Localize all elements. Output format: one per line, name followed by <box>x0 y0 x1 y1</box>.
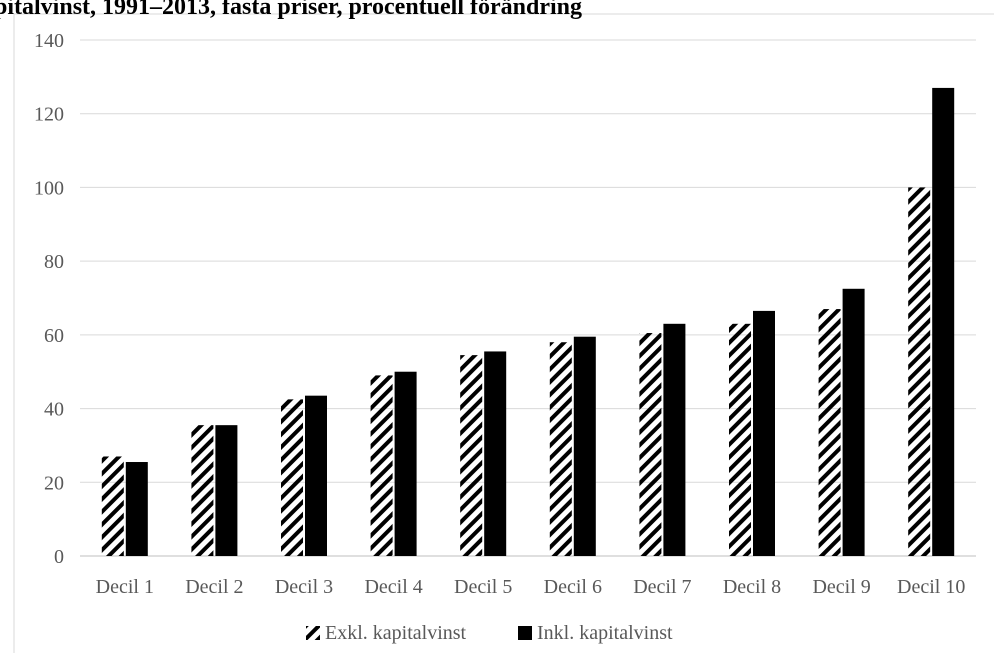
x-tick-label: Decil 10 <box>897 576 965 598</box>
chart-title: pitalvinst, 1991–2013, fasta priser, pro… <box>0 0 582 20</box>
y-tick-label: 20 <box>44 472 64 494</box>
x-tick-label: Decil 9 <box>812 576 870 598</box>
x-tick-label: Decil 2 <box>185 576 243 598</box>
bar-inkl-kapitalvinst <box>842 288 865 556</box>
y-tick-label: 40 <box>44 399 64 421</box>
y-tick-label: 0 <box>54 546 64 568</box>
y-tick-label: 60 <box>44 325 64 347</box>
bar-inkl-kapitalvinst <box>932 87 955 557</box>
bar-inkl-kapitalvinst <box>573 336 596 556</box>
bar-exkl-kapitalvinst <box>281 399 303 556</box>
bar-exkl-kapitalvinst <box>729 323 751 556</box>
bar-exkl-kapitalvinst <box>818 309 841 556</box>
legend-label-exkl: Exkl. kapitalvinst <box>325 622 467 644</box>
y-tick-label: 140 <box>34 30 64 52</box>
x-tick-label: Decil 8 <box>723 576 781 598</box>
legend: Exkl. kapitalvinst Inkl. kapitalvinst <box>306 622 673 644</box>
bar-exkl-kapitalvinst <box>639 333 662 556</box>
bar-exkl-kapitalvinst <box>549 342 572 556</box>
bar-inkl-kapitalvinst <box>663 323 686 556</box>
bar-exkl-kapitalvinst <box>101 456 124 556</box>
bar-exkl-kapitalvinst <box>191 425 214 556</box>
x-tick-label: Decil 4 <box>364 576 422 598</box>
x-tick-label: Decil 7 <box>633 576 691 598</box>
bar-inkl-kapitalvinst <box>484 351 507 556</box>
x-tick-label: Decil 5 <box>454 576 512 598</box>
bar-inkl-kapitalvinst <box>394 371 417 556</box>
legend-swatch-inkl <box>518 626 532 640</box>
bar-inkl-kapitalvinst <box>215 425 238 556</box>
bar-inkl-kapitalvinst <box>125 462 148 556</box>
bar-inkl-kapitalvinst <box>305 395 327 556</box>
y-tick-label: 80 <box>44 251 64 273</box>
bar-exkl-kapitalvinst <box>460 355 483 556</box>
bar-exkl-kapitalvinst <box>370 375 393 556</box>
legend-swatch-exkl <box>306 626 320 640</box>
x-tick-label: Decil 6 <box>544 576 602 598</box>
bar-exkl-kapitalvinst <box>908 187 931 556</box>
bar-inkl-kapitalvinst <box>753 310 775 556</box>
y-tick-label: 120 <box>34 104 64 126</box>
x-tick-label: Decil 1 <box>96 576 154 598</box>
y-tick-label: 100 <box>34 177 64 199</box>
x-tick-label: Decil 3 <box>275 576 333 598</box>
legend-label-inkl: Inkl. kapitalvinst <box>537 622 673 644</box>
